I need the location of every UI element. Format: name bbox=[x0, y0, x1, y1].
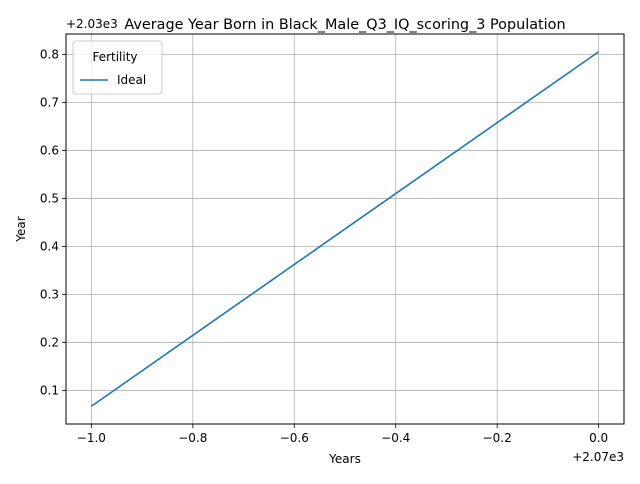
x-axis-label: Years bbox=[328, 452, 361, 466]
y-tick-label: 0.1 bbox=[40, 383, 59, 397]
chart-title: Average Year Born in Black_Male_Q3_IQ_sc… bbox=[124, 17, 565, 33]
x-tick-label: −0.2 bbox=[483, 431, 512, 445]
y-tick-label: 0.5 bbox=[40, 192, 59, 206]
x-tick-label: −0.6 bbox=[280, 431, 309, 445]
y-axis-label: Year bbox=[14, 216, 28, 242]
x-tick-label: −0.8 bbox=[178, 431, 207, 445]
x-tick-label: 0.0 bbox=[589, 431, 608, 445]
legend-label-ideal: Ideal bbox=[117, 73, 146, 87]
y-tick-label: 0.7 bbox=[40, 96, 59, 110]
y-offset-label: +2.03e3 bbox=[66, 17, 118, 31]
x-tick-label: −0.4 bbox=[381, 431, 410, 445]
x-tick-label: −1.0 bbox=[77, 431, 106, 445]
y-tick-label: 0.3 bbox=[40, 287, 59, 301]
x-offset-label: +2.07e3 bbox=[572, 450, 624, 464]
legend-title: Fertility bbox=[92, 50, 137, 64]
y-tick-label: 0.2 bbox=[40, 335, 59, 349]
y-tick-label: 0.6 bbox=[40, 144, 59, 158]
y-tick-label: 0.4 bbox=[40, 240, 59, 254]
legend: Fertility Ideal bbox=[73, 41, 162, 94]
y-tick-label: 0.8 bbox=[40, 48, 59, 62]
